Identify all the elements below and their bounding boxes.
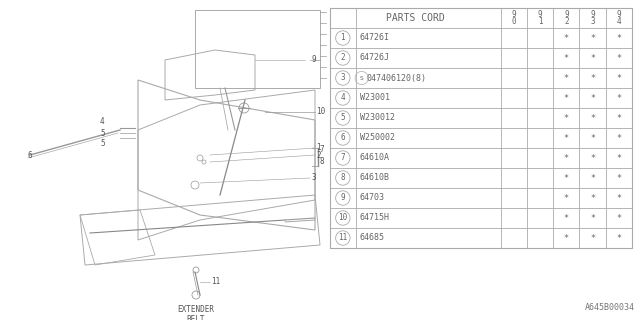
Text: 64610B: 64610B (360, 173, 390, 182)
Text: 4: 4 (340, 93, 345, 102)
Text: 64726J: 64726J (360, 53, 390, 62)
Text: 2: 2 (316, 150, 321, 159)
Text: *: * (616, 213, 621, 222)
Text: *: * (590, 154, 595, 163)
Text: 64715H: 64715H (360, 213, 390, 222)
Text: *: * (616, 133, 621, 142)
Text: 9: 9 (340, 194, 345, 203)
Text: 5: 5 (340, 114, 345, 123)
Text: *: * (590, 234, 595, 243)
Text: *: * (564, 133, 569, 142)
Text: 7: 7 (340, 154, 345, 163)
Text: W230012: W230012 (360, 114, 395, 123)
Text: *: * (590, 74, 595, 83)
Text: 6: 6 (340, 133, 345, 142)
Text: 10: 10 (316, 107, 325, 116)
Text: *: * (590, 114, 595, 123)
Text: *: * (564, 74, 569, 83)
Text: *: * (590, 93, 595, 102)
Text: 6: 6 (28, 150, 33, 159)
Text: EXTENDER
BELT: EXTENDER BELT (177, 305, 214, 320)
Text: *: * (616, 93, 621, 102)
Text: 3: 3 (311, 172, 316, 181)
Text: *: * (564, 34, 569, 43)
Text: PARTS CORD: PARTS CORD (386, 13, 445, 23)
Text: 1: 1 (316, 142, 321, 151)
Text: *: * (564, 53, 569, 62)
Text: *: * (564, 114, 569, 123)
Text: *: * (616, 173, 621, 182)
Text: 4: 4 (100, 117, 104, 126)
Text: 11: 11 (211, 276, 220, 285)
Text: 047406120(8): 047406120(8) (367, 74, 427, 83)
Text: *: * (564, 173, 569, 182)
Text: 10: 10 (338, 213, 348, 222)
Text: *: * (564, 234, 569, 243)
Text: 5: 5 (100, 129, 104, 138)
Text: *: * (616, 234, 621, 243)
Text: 8: 8 (340, 173, 345, 182)
Text: *: * (564, 93, 569, 102)
Text: 64610A: 64610A (360, 154, 390, 163)
Text: 9
3: 9 3 (590, 10, 595, 27)
Text: 11: 11 (338, 234, 348, 243)
Text: *: * (590, 34, 595, 43)
Text: *: * (616, 34, 621, 43)
Text: 9
4: 9 4 (616, 10, 621, 27)
Text: *: * (590, 173, 595, 182)
Text: *: * (616, 53, 621, 62)
Text: 8: 8 (320, 157, 324, 166)
Text: *: * (590, 53, 595, 62)
Text: W250002: W250002 (360, 133, 395, 142)
Text: 9: 9 (311, 54, 316, 63)
Text: *: * (564, 213, 569, 222)
Text: *: * (564, 154, 569, 163)
Text: 9
0: 9 0 (511, 10, 516, 27)
Text: 64726I: 64726I (360, 34, 390, 43)
Text: 2: 2 (340, 53, 345, 62)
Text: 64703: 64703 (360, 194, 385, 203)
Text: *: * (616, 74, 621, 83)
Text: *: * (564, 194, 569, 203)
Text: 64685: 64685 (360, 234, 385, 243)
Text: *: * (590, 213, 595, 222)
Text: *: * (616, 114, 621, 123)
Text: 1: 1 (340, 34, 345, 43)
Text: A645B00034: A645B00034 (585, 303, 635, 312)
Text: *: * (590, 194, 595, 203)
Text: 7: 7 (320, 146, 324, 155)
Text: *: * (590, 133, 595, 142)
Text: *: * (616, 194, 621, 203)
Text: 9
2: 9 2 (564, 10, 568, 27)
Text: S: S (360, 76, 364, 81)
Text: W23001: W23001 (360, 93, 390, 102)
Text: 3: 3 (340, 74, 345, 83)
Text: 9
1: 9 1 (538, 10, 542, 27)
Text: 5: 5 (100, 139, 104, 148)
Text: *: * (616, 154, 621, 163)
